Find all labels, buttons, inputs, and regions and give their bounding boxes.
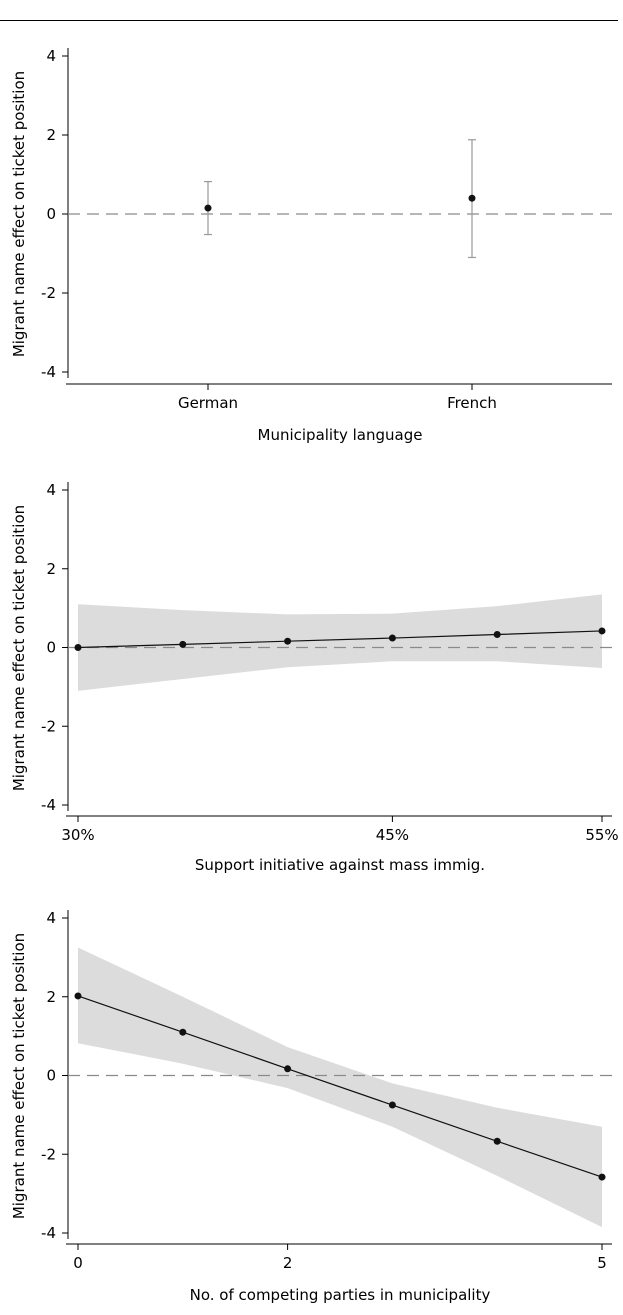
top-rule bbox=[0, 20, 618, 21]
data-point bbox=[74, 992, 82, 1000]
series-line bbox=[77, 995, 603, 1178]
x-tick-label: German bbox=[178, 394, 238, 412]
y-tick-label: -4 bbox=[41, 363, 56, 381]
y-tick-label: -2 bbox=[41, 1145, 56, 1163]
x-tick-label: 30% bbox=[61, 826, 94, 844]
data-point bbox=[493, 1137, 501, 1145]
y-tick-label: 2 bbox=[46, 126, 56, 144]
x-tick-label: 2 bbox=[283, 1254, 293, 1272]
data-point bbox=[284, 637, 292, 645]
y-tick-label: 4 bbox=[46, 481, 56, 499]
y-axis-title: Migrant name effect on ticket position bbox=[10, 505, 28, 791]
y-tick-label: 0 bbox=[46, 1067, 56, 1085]
y-axis-title: Migrant name effect on ticket position bbox=[10, 71, 28, 357]
y-axis-title: Migrant name effect on ticket position bbox=[10, 933, 28, 1219]
x-tick-label: 5 bbox=[597, 1254, 607, 1272]
data-point bbox=[179, 640, 187, 648]
confidence-band bbox=[78, 594, 602, 691]
x-tick-label: 45% bbox=[376, 826, 409, 844]
data-point bbox=[493, 631, 501, 639]
data-point bbox=[598, 1173, 606, 1181]
y-tick-label: 4 bbox=[46, 47, 56, 65]
y-tick-label: 2 bbox=[46, 560, 56, 578]
y-tick-label: 2 bbox=[46, 988, 56, 1006]
point-estimate bbox=[468, 194, 476, 202]
data-point bbox=[388, 1101, 396, 1109]
x-tick-label: French bbox=[447, 394, 497, 412]
x-axis-title: No. of competing parties in municipality bbox=[190, 1286, 491, 1304]
x-tick-label: 55% bbox=[585, 826, 618, 844]
y-tick-label: 0 bbox=[46, 639, 56, 657]
data-point bbox=[179, 1028, 187, 1036]
series-line bbox=[77, 630, 603, 649]
y-tick-label: 4 bbox=[46, 909, 56, 927]
panel-support-initiative: 4 2 0 -2 -4 Migrant name effect on ticket pos… bbox=[10, 481, 619, 874]
data-point bbox=[284, 1065, 292, 1073]
y-tick-label: -2 bbox=[41, 284, 56, 302]
y-tick-label: -4 bbox=[41, 796, 56, 814]
x-axis-title: Municipality language bbox=[258, 426, 423, 444]
data-point bbox=[598, 627, 606, 635]
y-tick-label: -2 bbox=[41, 717, 56, 735]
panel-municipality-language: 4 2 0 -2 -4 Migrant name effect on ticket pos… bbox=[10, 47, 612, 444]
panel-competing-parties: 4 2 0 -2 -4 Migrant name effect on ticket pos… bbox=[10, 909, 612, 1304]
x-axis-title: Support initiative against mass immig. bbox=[195, 856, 485, 874]
data-point bbox=[388, 634, 396, 642]
data-point bbox=[74, 644, 82, 651]
y-tick-label: 0 bbox=[46, 205, 56, 223]
point-estimate bbox=[204, 204, 212, 212]
x-tick-label: 0 bbox=[73, 1254, 83, 1272]
y-tick-label: -4 bbox=[41, 1224, 56, 1242]
